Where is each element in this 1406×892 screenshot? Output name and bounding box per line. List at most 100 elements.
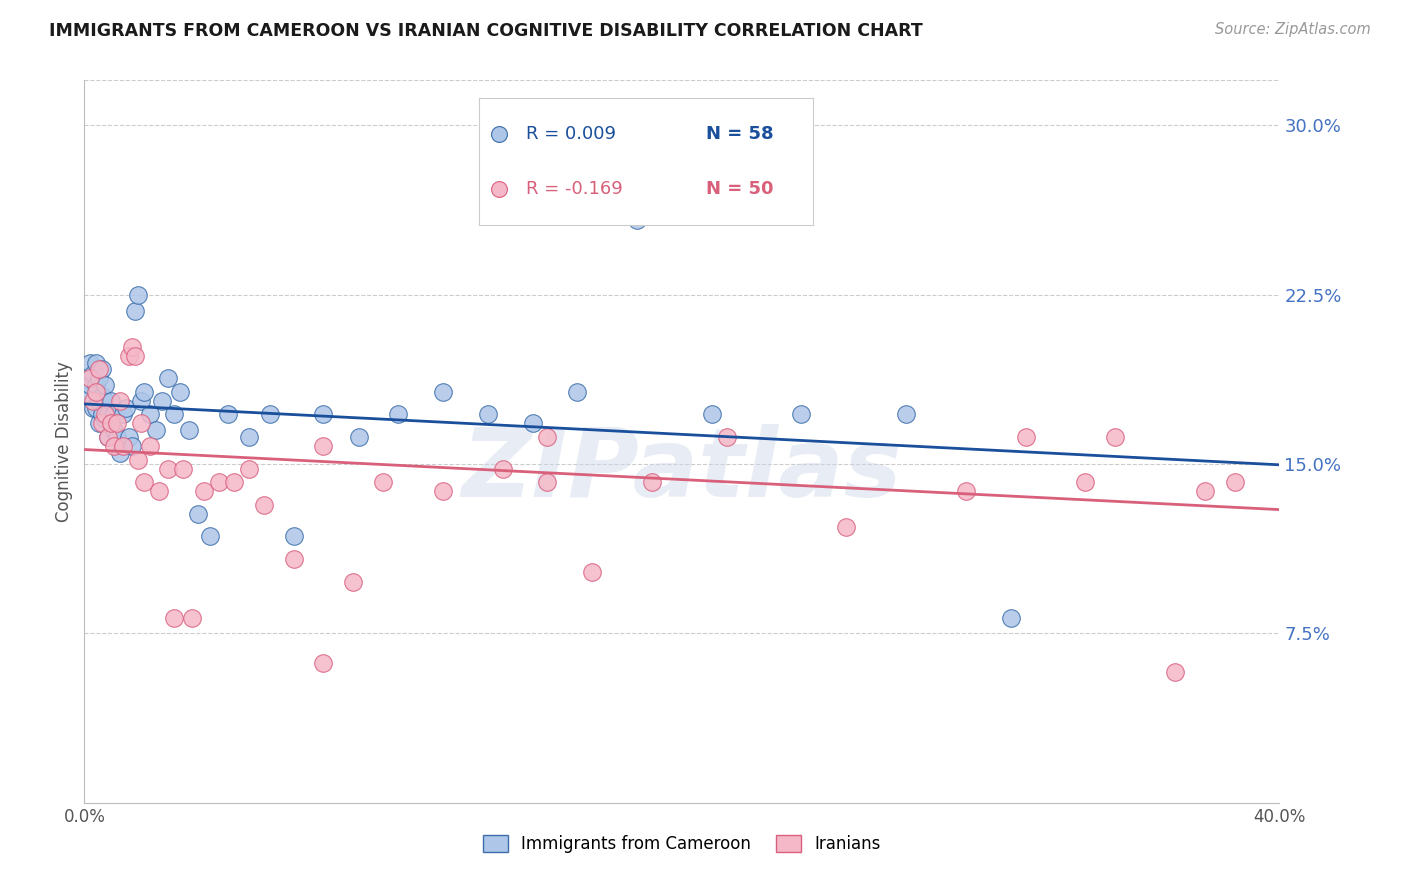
Point	[150, 393, 173, 408]
Point	[132, 475, 156, 490]
Point	[626, 213, 648, 227]
Point	[283, 529, 305, 543]
Point	[259, 408, 281, 422]
Text: ZIPatlas: ZIPatlas	[461, 424, 903, 517]
Point	[94, 408, 117, 422]
Point	[79, 371, 101, 385]
Point	[238, 461, 260, 475]
Point	[716, 191, 738, 205]
Point	[94, 412, 117, 426]
Point	[132, 384, 156, 399]
Point	[112, 408, 135, 422]
Point	[105, 430, 128, 444]
Point	[121, 439, 143, 453]
Point	[118, 349, 141, 363]
Point	[222, 475, 245, 490]
Point	[181, 610, 204, 624]
Point	[127, 452, 149, 467]
Point	[103, 439, 125, 453]
Point	[82, 393, 104, 408]
Point	[103, 423, 125, 437]
Point	[118, 430, 141, 444]
Point	[79, 355, 101, 369]
Point	[103, 408, 125, 422]
Point	[790, 408, 813, 422]
Point	[86, 401, 108, 415]
Point	[86, 384, 108, 399]
Point	[567, 384, 589, 399]
Point	[100, 393, 122, 408]
Point	[157, 371, 180, 385]
Point	[835, 520, 858, 534]
Legend: Immigrants from Cameroon, Iranians: Immigrants from Cameroon, Iranians	[477, 828, 887, 860]
Point	[124, 303, 146, 318]
Point	[193, 484, 215, 499]
Point	[1223, 475, 1246, 490]
Point	[312, 408, 335, 422]
Point	[1164, 665, 1187, 679]
Point	[89, 371, 111, 385]
Point	[342, 574, 364, 589]
Point	[148, 484, 170, 499]
Point	[373, 475, 395, 490]
Point	[198, 529, 221, 543]
Point	[1000, 610, 1022, 624]
Point	[82, 401, 104, 415]
Point	[163, 610, 186, 624]
Point	[477, 408, 499, 422]
Point	[139, 408, 162, 422]
Point	[91, 389, 114, 403]
Point	[536, 475, 558, 490]
Point	[97, 430, 120, 444]
Point	[432, 484, 454, 499]
Point	[121, 340, 143, 354]
Point	[89, 362, 111, 376]
Point	[387, 408, 409, 422]
Point	[955, 484, 977, 499]
Point	[312, 439, 335, 453]
Point	[172, 461, 194, 475]
Point	[91, 408, 114, 422]
Point	[139, 439, 162, 453]
Point	[115, 401, 138, 415]
Point	[217, 408, 239, 422]
Point	[208, 475, 231, 490]
Point	[86, 355, 108, 369]
Point	[894, 408, 917, 422]
Point	[110, 393, 132, 408]
Point	[312, 656, 335, 670]
Point	[1014, 430, 1036, 444]
Point	[91, 362, 114, 376]
Text: Source: ZipAtlas.com: Source: ZipAtlas.com	[1215, 22, 1371, 37]
Point	[187, 507, 209, 521]
Point	[129, 417, 152, 431]
Point	[157, 461, 180, 475]
Point	[89, 417, 111, 431]
Point	[94, 378, 117, 392]
Point	[432, 384, 454, 399]
Point	[641, 475, 664, 490]
Point	[105, 417, 128, 431]
Point	[177, 423, 200, 437]
Point	[1194, 484, 1216, 499]
Point	[129, 393, 152, 408]
Point	[716, 430, 738, 444]
Point	[1104, 430, 1126, 444]
Point	[112, 439, 135, 453]
Point	[169, 384, 191, 399]
Point	[253, 498, 276, 512]
Point	[536, 430, 558, 444]
Text: IMMIGRANTS FROM CAMEROON VS IRANIAN COGNITIVE DISABILITY CORRELATION CHART: IMMIGRANTS FROM CAMEROON VS IRANIAN COGN…	[49, 22, 922, 40]
Point	[86, 378, 108, 392]
Point	[700, 408, 723, 422]
Point	[124, 349, 146, 363]
Point	[492, 461, 515, 475]
Point	[238, 430, 260, 444]
Point	[94, 393, 117, 408]
Point	[1074, 475, 1097, 490]
Point	[100, 417, 122, 431]
Point	[89, 393, 111, 408]
Point	[76, 389, 98, 403]
Point	[91, 417, 114, 431]
Point	[127, 287, 149, 301]
